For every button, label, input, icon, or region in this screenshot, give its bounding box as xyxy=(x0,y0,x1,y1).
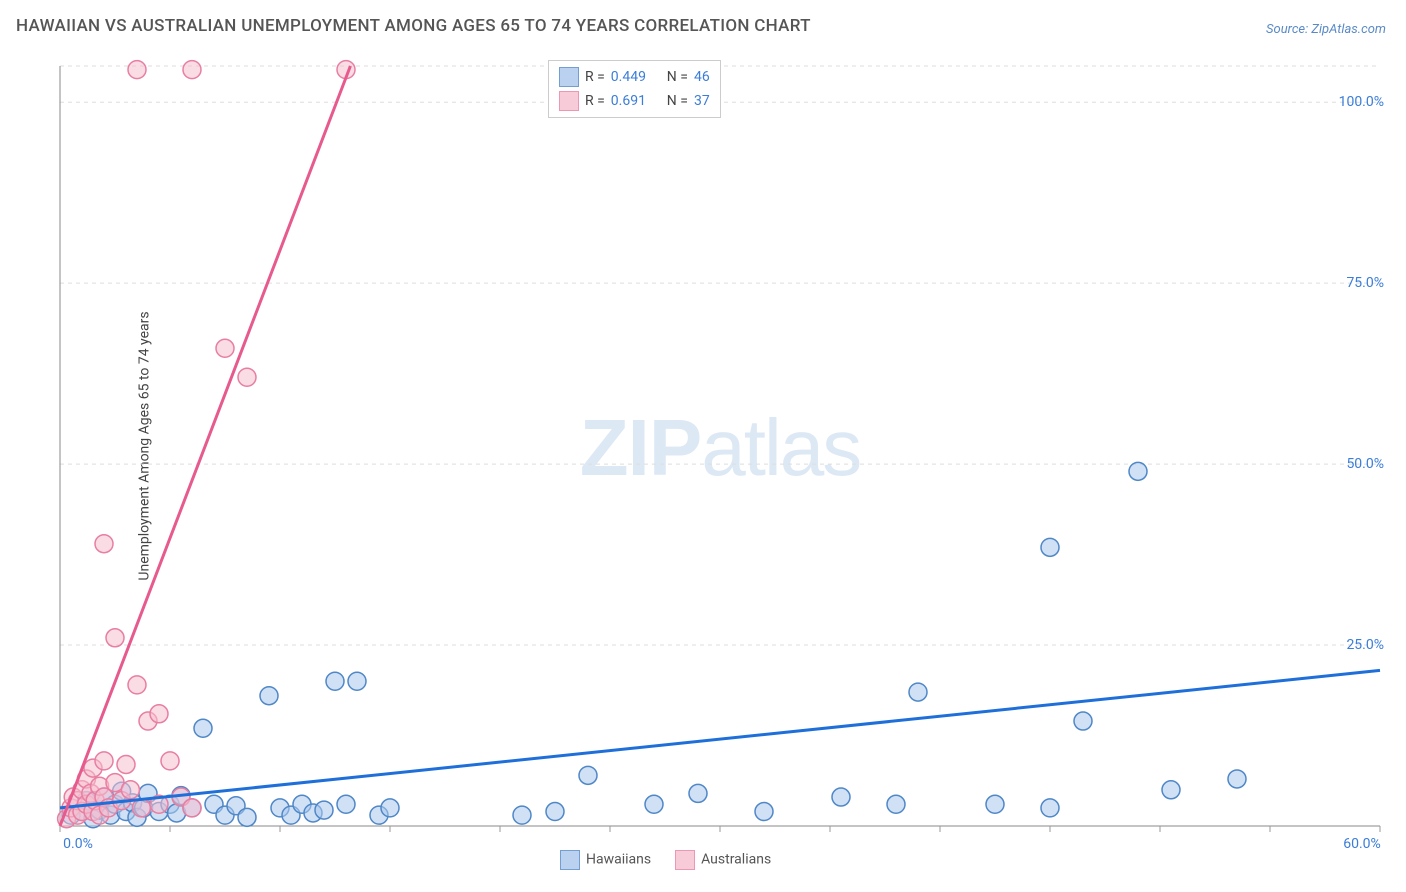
bottom-legend-swatch-pink xyxy=(675,850,695,870)
y-tick-label: 50.0% xyxy=(1346,456,1384,472)
bottom-legend-item-blue: Hawaiians xyxy=(560,850,651,870)
series-legend: Hawaiians Australians xyxy=(560,850,771,870)
legend-r-value: 0.449 xyxy=(611,69,661,85)
bottom-legend-label: Hawaiians xyxy=(586,852,651,868)
chart-area: ZIPatlas 25.0%50.0%75.0%100.0% 0.0%60.0% xyxy=(50,48,1390,848)
legend-row-pink: R = 0.691 N = 37 xyxy=(555,89,714,113)
legend-row-blue: R = 0.449 N = 46 xyxy=(555,65,714,89)
legend-n-label: N = xyxy=(667,93,688,109)
legend-r-label: R = xyxy=(585,93,605,109)
legend-swatch-blue xyxy=(559,67,579,87)
legend-n-label: N = xyxy=(667,69,688,85)
y-tick-label: 75.0% xyxy=(1346,275,1384,291)
legend-swatch-pink xyxy=(559,91,579,111)
x-tick-label: 0.0% xyxy=(63,836,93,852)
legend-n-value: 37 xyxy=(694,93,710,109)
x-tick-label: 60.0% xyxy=(1343,836,1381,852)
bottom-legend-label: Australians xyxy=(701,852,771,868)
scatter-chart xyxy=(50,48,1390,848)
bottom-legend-swatch-blue xyxy=(560,850,580,870)
chart-title: HAWAIIAN VS AUSTRALIAN UNEMPLOYMENT AMON… xyxy=(16,16,811,36)
y-tick-label: 25.0% xyxy=(1346,637,1384,653)
bottom-legend-item-pink: Australians xyxy=(675,850,771,870)
legend-n-value: 46 xyxy=(694,69,710,85)
legend-r-value: 0.691 xyxy=(611,93,661,109)
legend-r-label: R = xyxy=(585,69,605,85)
y-tick-label: 100.0% xyxy=(1339,94,1384,110)
correlation-legend: R = 0.449 N = 46 R = 0.691 N = 37 xyxy=(548,60,721,118)
source-attribution: Source: ZipAtlas.com xyxy=(1266,22,1386,37)
